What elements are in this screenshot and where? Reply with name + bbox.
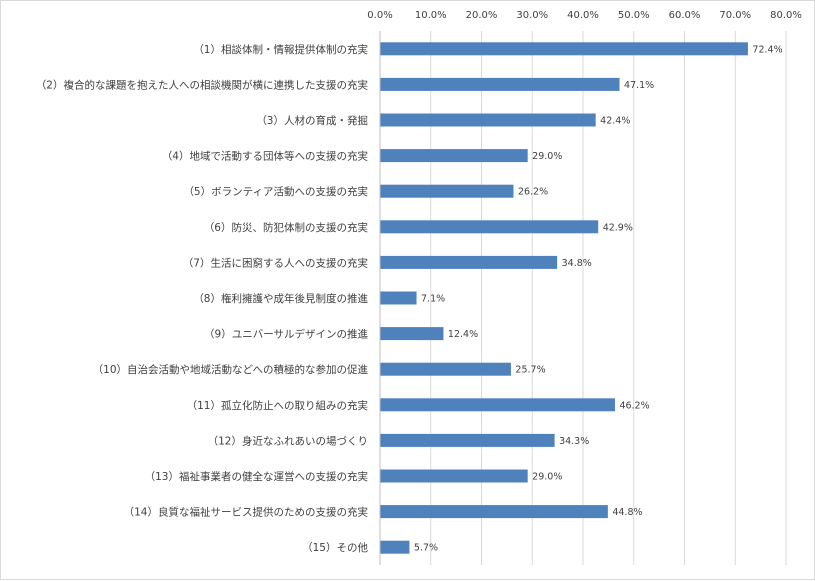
category-label: （7）生活に困窮する人への支援の充実 <box>183 256 369 269</box>
data-label: 44.8% <box>612 507 642 518</box>
bar <box>380 42 748 56</box>
category-label: （6）防災、防犯体制の支援の充実 <box>204 221 369 234</box>
data-label: 29.0% <box>532 151 562 162</box>
category-label: （3）人材の育成・発掘 <box>256 114 368 127</box>
bar <box>380 255 558 269</box>
x-tick-label: 80.0% <box>770 10 802 21</box>
data-label: 7.1% <box>421 294 445 305</box>
bar <box>380 149 528 163</box>
bar <box>380 362 511 376</box>
data-label: 34.8% <box>562 258 592 269</box>
category-label: （8）権利擁護や成年後見制度の推進 <box>193 292 368 305</box>
bar <box>380 433 555 447</box>
category-label: （13）福祉事業者の健全な運営への支援の充実 <box>145 470 369 483</box>
x-tick-label: 30.0% <box>516 10 548 21</box>
bar <box>380 113 596 127</box>
x-tick-label: 0.0% <box>367 10 392 21</box>
bar <box>380 220 599 234</box>
data-label: 42.9% <box>603 222 633 233</box>
data-label: 72.4% <box>752 44 782 55</box>
bar <box>380 540 410 554</box>
category-labels: （1）相談体制・情報提供体制の充実 （2）複合的な課題を抱えた人への相談機関が横に… <box>36 43 369 554</box>
data-label: 46.2% <box>619 400 649 411</box>
category-label: （4）地域で活動する団体等への支援の充実 <box>162 150 369 163</box>
x-axis-ticks: 0.0% 10.0% 20.0% 30.0% 40.0% 50.0% 60.0% 70.0% 8… <box>367 10 802 21</box>
bar <box>380 505 608 519</box>
category-label: （1）相談体制・情報提供体制の充実 <box>193 43 368 56</box>
data-label: 34.3% <box>559 436 589 447</box>
x-tick-label: 60.0% <box>669 10 701 21</box>
x-tick-label: 40.0% <box>567 10 599 21</box>
category-label: （10）自治会活動や地域活動などへの積極的な参加の促進 <box>93 363 369 376</box>
x-tick-label: 20.0% <box>466 10 498 21</box>
bar <box>380 327 444 341</box>
data-label: 5.7% <box>414 543 438 554</box>
data-label: 29.0% <box>532 472 562 483</box>
data-label: 26.2% <box>518 187 548 198</box>
x-tick-label: 10.0% <box>415 10 447 21</box>
category-label: （11）孤立化防止への取り組みの充実 <box>187 399 369 412</box>
x-tick-label: 70.0% <box>719 10 751 21</box>
category-label: （9）ユニバーサルデザインの推進 <box>204 328 368 341</box>
category-label: （12）身近なふれあいの場づくり <box>208 434 368 447</box>
category-label: （2）複合的な課題を抱えた人への相談機関が横に連携した支援の充実 <box>36 78 369 91</box>
data-label: 25.7% <box>515 365 545 376</box>
x-tick-label: 50.0% <box>618 10 650 21</box>
category-label: （5）ボランティア活動への支援の充実 <box>183 185 368 198</box>
data-label: 47.1% <box>624 80 654 91</box>
category-label: （14）良質な福祉サービス提供のための支援の充実 <box>124 506 369 519</box>
bar <box>380 184 514 198</box>
data-labels: 72.4% 47.1% 42.4% 29.0% 26.2% 42.9% 34.8% 7.1% 1… <box>414 44 783 553</box>
bar <box>380 469 528 483</box>
bar <box>380 398 615 412</box>
category-label: （15）その他 <box>302 541 368 554</box>
bar <box>380 291 417 305</box>
bars <box>380 42 748 554</box>
bar <box>380 77 620 91</box>
data-label: 42.4% <box>600 116 630 127</box>
data-label: 12.4% <box>448 329 478 340</box>
